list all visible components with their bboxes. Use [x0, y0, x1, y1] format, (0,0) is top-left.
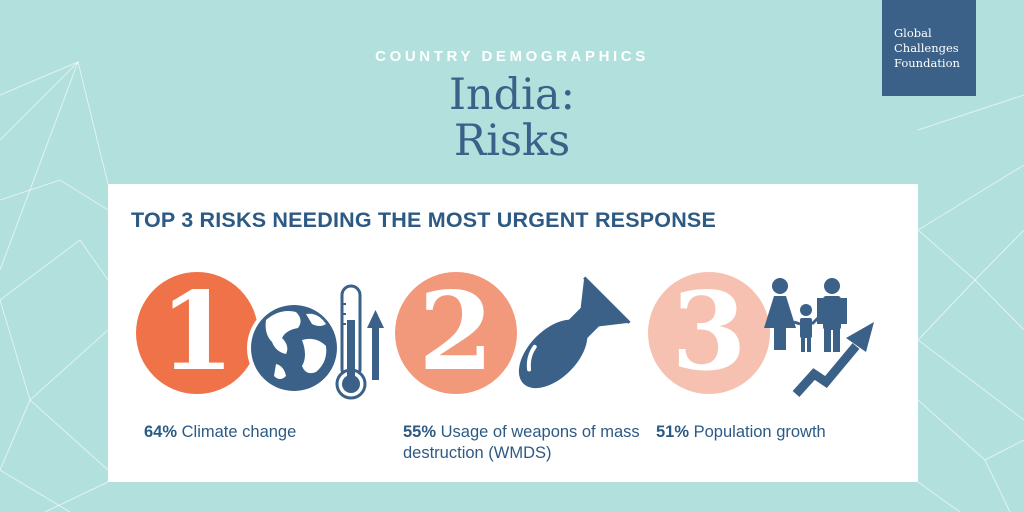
rank-badge: 2 — [395, 272, 517, 394]
foundation-logo[interactable]: Global Challenges Foundation — [882, 0, 976, 96]
risk-percent: 51% — [656, 423, 690, 441]
rank-number: 2 — [418, 269, 494, 395]
risk-label: Climate change — [181, 423, 297, 441]
risk-label: Usage of weapons of mass destruction (WM… — [403, 423, 640, 462]
rank-number: 1 — [159, 269, 235, 395]
page-kicker: COUNTRY DEMOGRAPHICS — [375, 48, 649, 65]
risks-card: TOP 3 RISKS NEEDING THE MOST URGENT RESP… — [108, 184, 918, 482]
risk-percent: 64% — [144, 423, 178, 441]
rank-number: 3 — [671, 269, 747, 395]
page-title: India: Risks — [0, 72, 1024, 164]
logo-line-2: Challenges — [894, 41, 959, 55]
risk-label: Population growth — [693, 423, 826, 441]
risk-caption: 55% Usage of weapons of mass destruction… — [403, 422, 653, 464]
bomb-icon — [518, 276, 631, 389]
page-title-line-2: Risks — [453, 116, 571, 166]
risk-caption: 51% Population growth — [656, 422, 906, 443]
rank-badge: 3 — [648, 272, 770, 394]
risk-percent: 55% — [403, 423, 437, 441]
risk-item-3: 3 51% Population growth — [648, 272, 898, 472]
page-title-line-1: India: — [448, 70, 576, 120]
card-heading: TOP 3 RISKS NEEDING THE MOST URGENT RESP… — [131, 208, 717, 232]
family-growth-icon — [764, 278, 874, 398]
globe-thermometer-icon — [247, 284, 384, 400]
rank-badge: 1 — [136, 272, 258, 394]
risk-caption: 64% Climate change — [144, 422, 394, 443]
risk-item-1: 1 64% Climate change — [136, 272, 386, 472]
risk-item-2: 2 55% Usage of weapons of mass destructi… — [395, 272, 645, 472]
logo-line-1: Global — [894, 26, 932, 40]
logo-line-3: Foundation — [894, 56, 960, 70]
